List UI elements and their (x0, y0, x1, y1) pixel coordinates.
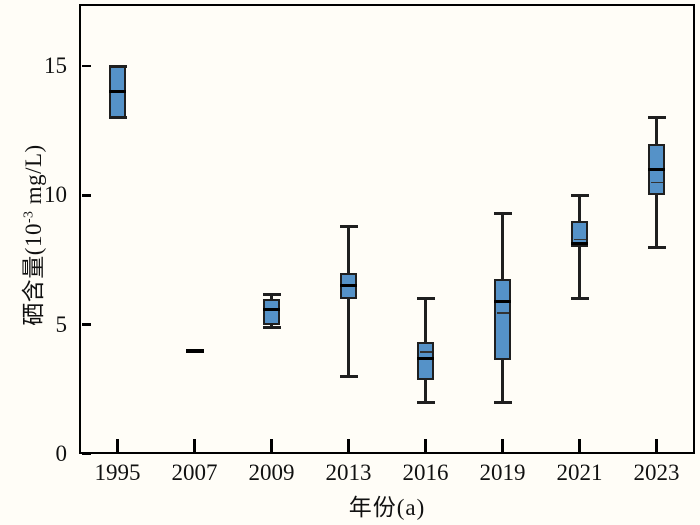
y-axis-title-superscript: -3 (20, 210, 36, 224)
y-tick-5 (81, 323, 91, 326)
x-tick-2009 (270, 439, 273, 452)
whisker-cap-max-2023 (647, 116, 666, 120)
x-tick-label-2016: 2016 (402, 460, 449, 485)
plot-area (79, 4, 695, 454)
single-value-dash-2007 (185, 348, 204, 353)
median-line-2009 (263, 307, 280, 311)
y-tick-label-5: 5 (55, 311, 68, 337)
x-tick-label-2023: 2023 (633, 460, 680, 485)
mean-line-2016 (419, 351, 432, 353)
box-2009 (263, 298, 280, 325)
x-tick-2019 (501, 439, 504, 452)
whisker-cap-min-2019 (493, 400, 512, 404)
x-tick-label-2021: 2021 (556, 460, 603, 485)
y-tick-10 (81, 194, 91, 197)
whisker-cap-min-2023 (647, 245, 666, 249)
whisker-line-2021 (578, 195, 581, 299)
x-axis-title: 年份(a) (348, 495, 426, 520)
x-tick-2021 (578, 439, 581, 452)
y-tick-0 (81, 452, 91, 456)
x-tick-label-2013: 2013 (325, 460, 372, 485)
y-tick-label-10: 10 (44, 182, 67, 208)
whisker-cap-min-2009 (262, 325, 281, 329)
whisker-cap-max-2021 (570, 193, 589, 197)
whisker-cap-max-2019 (493, 211, 512, 215)
whisker-cap-max-2009 (262, 293, 281, 297)
x-tick-label-1995: 1995 (94, 460, 141, 485)
mean-line-2021 (573, 238, 586, 241)
y-tick-label-0: 0 (55, 441, 68, 466)
x-tick-label-2019: 2019 (479, 460, 526, 485)
box-2021 (571, 221, 588, 248)
x-tick-2023 (655, 439, 658, 452)
y-tick-label-15: 15 (44, 53, 67, 79)
mean-line-2023 (650, 181, 663, 184)
whisker-line-2013 (347, 226, 350, 377)
y-tick-15 (81, 64, 91, 68)
x-tick-label-2007: 2007 (171, 460, 218, 485)
median-line-2019 (494, 299, 511, 303)
box-2016 (417, 341, 434, 381)
x-tick-1995 (116, 439, 119, 452)
median-line-2023 (648, 168, 665, 172)
whisker-cap-max-2013 (339, 224, 358, 228)
median-line-1995 (109, 90, 126, 94)
median-line-2016 (417, 356, 434, 360)
whisker-cap-min-2016 (416, 400, 435, 404)
x-tick-2013 (347, 439, 350, 452)
mean-line-2019 (496, 312, 509, 314)
box-2019 (494, 279, 511, 360)
x-tick-2007 (193, 439, 196, 452)
x-tick-label-2009: 2009 (248, 460, 295, 485)
whisker-cap-min-2013 (339, 374, 358, 378)
median-line-2021 (571, 241, 588, 245)
y-axis-title: 硒含量(10-3 mg/L) (14, 144, 48, 325)
whisker-cap-max-2016 (416, 297, 435, 301)
whisker-cap-min-2021 (570, 297, 589, 301)
x-tick-2016 (424, 439, 427, 452)
median-line-2013 (340, 284, 357, 288)
whisker-cap-min-1995 (108, 116, 127, 120)
